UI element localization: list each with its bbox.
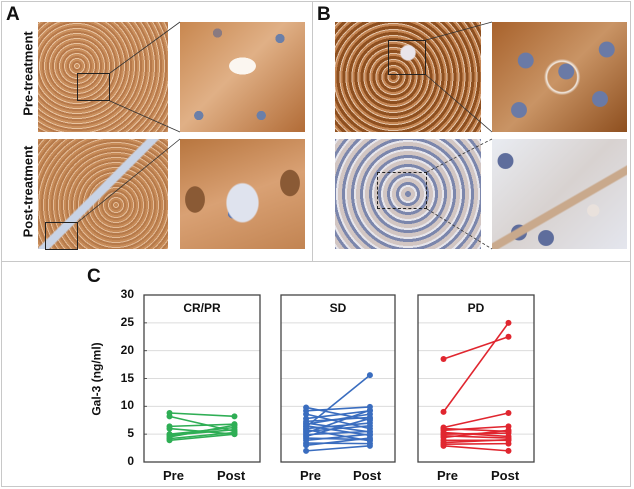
roi-box-a-post	[45, 222, 78, 250]
x-label-pre-pd: Pre	[437, 468, 458, 483]
x-label-post-pd: Post	[491, 468, 520, 483]
y-tick-label: 10	[120, 398, 134, 413]
roi-box-a-pre	[77, 73, 110, 101]
row-label-pre-treatment: Pre-treatment	[20, 31, 36, 116]
y-tick-label: 30	[120, 287, 134, 301]
ihc-image-b-weak-high	[492, 139, 627, 249]
roi-box-b-weak	[377, 172, 427, 209]
x-label-post-crpr: Post	[217, 468, 246, 483]
ihc-image-b-strong-low	[335, 22, 481, 132]
y-axis-title: Gal-3 (ng/ml)	[89, 342, 104, 416]
x-label-post-sd: Post	[353, 468, 382, 483]
y-tick-label: 5	[127, 426, 134, 441]
roi-box-b-strong	[388, 40, 426, 75]
panel-divider-horizontal	[1, 261, 631, 262]
ihc-image-a-post-high	[180, 139, 305, 249]
y-tick-label: 20	[120, 342, 134, 357]
y-tick-label: 25	[120, 314, 134, 329]
ihc-image-b-strong-high	[492, 22, 627, 132]
x-label-pre-sd: Pre	[300, 468, 321, 483]
ihc-image-a-pre-high	[180, 22, 305, 132]
row-label-post-treatment: Post-treatment	[20, 145, 36, 238]
panel-label-b: B	[317, 4, 331, 25]
y-tick-label: 15	[120, 370, 134, 385]
panel-divider-vertical	[312, 1, 313, 261]
panel-label-a: A	[6, 4, 20, 25]
x-label-pre-crpr: Pre	[163, 468, 184, 483]
y-tick-label: 0	[127, 454, 134, 468]
panel-label-c: C	[87, 266, 101, 287]
